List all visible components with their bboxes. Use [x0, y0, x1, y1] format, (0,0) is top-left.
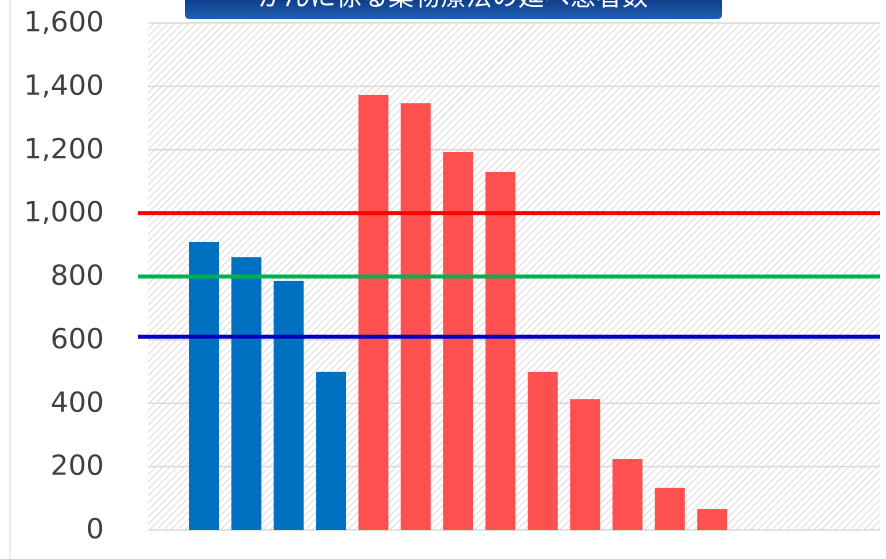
y-tick-label: 1,400	[24, 68, 104, 101]
y-tick-label: 200	[51, 449, 104, 482]
bar	[358, 94, 389, 530]
y-tick-label: 1,200	[24, 132, 104, 165]
bar	[231, 257, 262, 530]
y-tick-label: 400	[51, 385, 104, 418]
bar	[570, 399, 601, 530]
title-box	[185, 0, 722, 19]
bar	[485, 171, 516, 530]
bar	[654, 487, 685, 530]
bar	[273, 280, 304, 530]
bar	[697, 509, 728, 530]
y-tick-label: 0	[86, 512, 104, 545]
bar	[189, 241, 219, 530]
y-tick-label: 600	[51, 322, 104, 355]
bar	[316, 371, 347, 530]
bar	[527, 371, 558, 530]
y-tick-label: 1,000	[24, 195, 104, 228]
bar	[443, 151, 474, 530]
y-tick-label: 800	[51, 259, 104, 292]
bar	[612, 459, 643, 530]
y-tick-label: 1,600	[24, 5, 104, 38]
chart-title: がんに係る薬物療法の延べ患者数	[258, 0, 648, 13]
bar	[400, 103, 431, 530]
